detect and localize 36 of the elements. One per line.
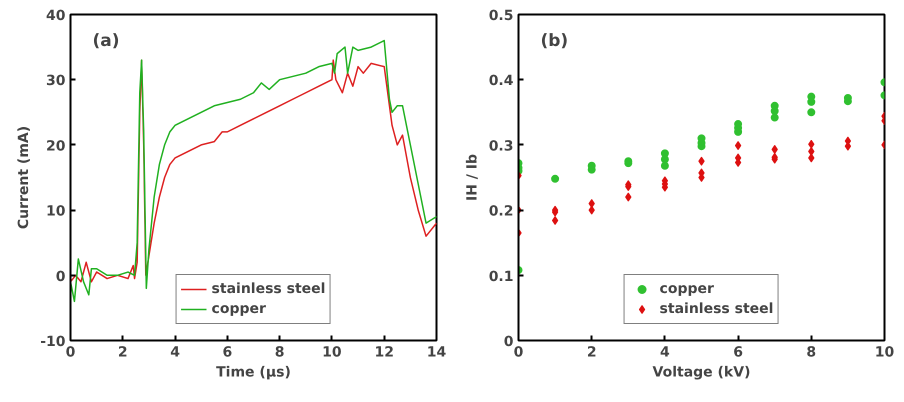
x-tick-label: 6	[733, 344, 743, 360]
x-tick-label: 2	[586, 344, 597, 360]
legend-label: stainless steel	[660, 301, 774, 317]
x-tick-label: 10	[874, 344, 894, 360]
x-tick-label: 0	[66, 344, 76, 360]
x-tick-label: 6	[222, 344, 232, 360]
legend-label: stainless steel	[212, 281, 326, 297]
y-tick-label: 0.1	[488, 268, 514, 285]
x-tick-label: 12	[374, 344, 394, 360]
y-tick-label: 20	[46, 138, 66, 154]
x-tick-label: 8	[274, 344, 285, 360]
y-tick-label: 0	[56, 268, 66, 285]
y-tick-label: 10	[46, 204, 66, 220]
y-tick-label: 0.4	[488, 73, 514, 90]
y-tick-label: 0.5	[488, 8, 514, 24]
x-tick-label: 10	[322, 344, 342, 360]
y-axis-title: IH / Ib	[464, 154, 481, 202]
x-axis-title: Time (μs)	[216, 364, 291, 380]
annotation: (b)	[540, 30, 568, 51]
y-tick-label: 0.2	[488, 204, 514, 220]
y-tick-label: -10	[40, 334, 66, 350]
y-tick-label: 0	[504, 334, 514, 350]
x-tick-label: 8	[806, 344, 816, 360]
y-tick-label: 30	[46, 73, 66, 90]
x-tick-label: 0	[514, 344, 524, 360]
y-tick-label: 0.3	[488, 138, 514, 154]
x-tick-label: 4	[660, 344, 670, 360]
legend-label: copper	[660, 281, 714, 297]
x-tick-label: 14	[426, 344, 446, 360]
y-tick-label: 40	[46, 8, 66, 24]
legend-label: copper	[212, 301, 266, 317]
x-tick-label: 2	[118, 344, 128, 360]
x-axis-title: Voltage (kV)	[652, 364, 750, 380]
y-axis-title: Current (mA)	[16, 126, 32, 230]
x-tick-label: 4	[170, 344, 180, 360]
annotation: (a)	[92, 30, 120, 51]
